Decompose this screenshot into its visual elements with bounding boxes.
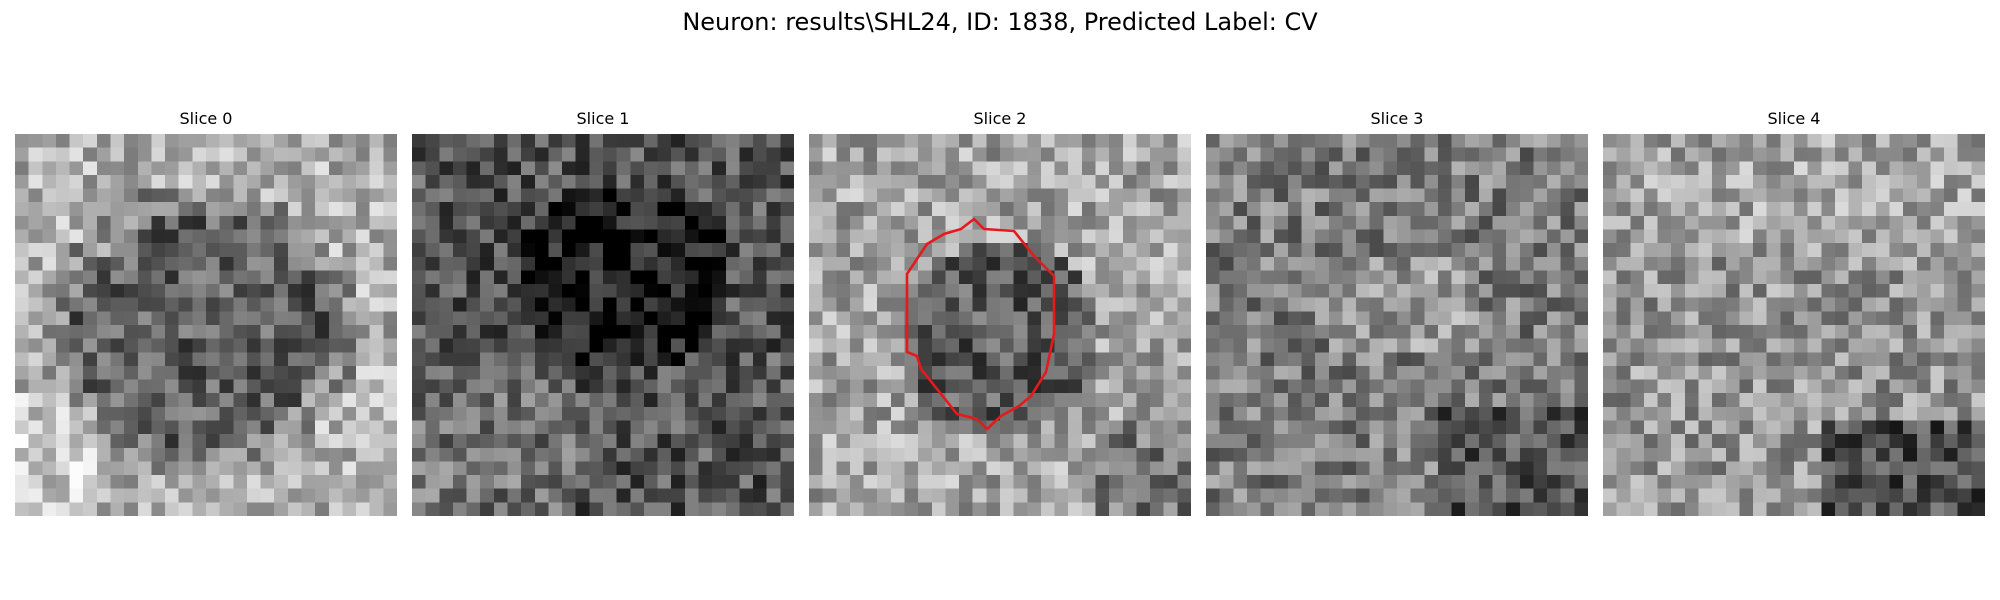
slice-title-3: Slice 3 (1370, 109, 1424, 128)
slice-title-2: Slice 2 (973, 109, 1027, 128)
neuron-contour (905, 217, 1056, 431)
slice-image-3 (1206, 134, 1588, 516)
slice-image-1 (412, 134, 794, 516)
slice-title-0: Slice 0 (179, 109, 233, 128)
slice-image-2 (809, 134, 1191, 516)
figure-title: Neuron: results\SHL24, ID: 1838, Predict… (682, 8, 1318, 36)
slice-image-4 (1603, 134, 1985, 516)
slice-title-4: Slice 4 (1767, 109, 1821, 128)
slice-image-0 (15, 134, 397, 516)
slice-title-1: Slice 1 (576, 109, 630, 128)
